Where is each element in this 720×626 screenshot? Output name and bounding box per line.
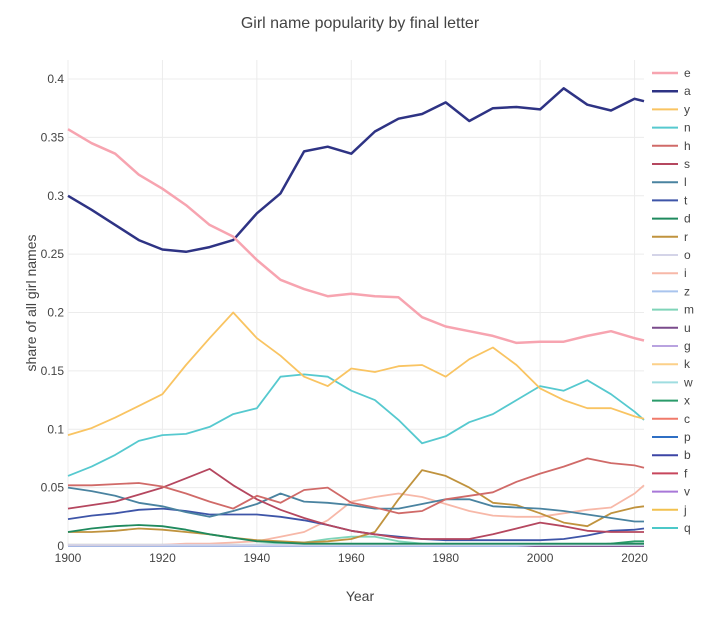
y-tick-label: 0 xyxy=(57,539,64,553)
y-tick-label: 0.15 xyxy=(41,364,65,378)
legend-item-g[interactable]: g xyxy=(652,339,691,353)
y-tick-label: 0.2 xyxy=(47,306,64,320)
legend-item-u[interactable]: u xyxy=(652,321,691,335)
legend-label: y xyxy=(684,102,690,116)
legend-item-o[interactable]: o xyxy=(652,248,691,262)
y-tick-label: 0.05 xyxy=(41,481,65,495)
x-tick-label: 1980 xyxy=(432,551,459,565)
legend-label: k xyxy=(684,357,691,371)
legend-label: n xyxy=(684,121,691,135)
legend-label: w xyxy=(683,375,693,389)
x-axis-label: Year xyxy=(346,588,375,604)
legend-label: o xyxy=(684,248,691,262)
series-line-d[interactable] xyxy=(67,524,644,545)
chart-title: Girl name popularity by final letter xyxy=(241,15,480,32)
legend-item-d[interactable]: d xyxy=(652,212,691,226)
legend-item-t[interactable]: t xyxy=(652,193,688,207)
y-axis-ticks: 0 0.05 0.1 0.15 0.2 0.25 0.3 0.35 0.4 xyxy=(41,72,65,553)
series-line-n[interactable] xyxy=(67,373,645,477)
legend-label: j xyxy=(683,503,687,517)
x-tick-label: 2000 xyxy=(527,551,554,565)
legend-label: h xyxy=(684,139,691,153)
legend-item-i[interactable]: i xyxy=(652,266,687,280)
series-line-r[interactable] xyxy=(68,469,645,544)
legend-label: g xyxy=(684,339,691,353)
x-tick-label: 1920 xyxy=(149,551,176,565)
y-tick-label: 0.35 xyxy=(41,130,65,144)
series-lines xyxy=(67,87,645,547)
series-line-e[interactable] xyxy=(67,128,645,345)
legend-label: a xyxy=(684,84,691,98)
legend-label: b xyxy=(684,448,691,462)
legend-label: d xyxy=(684,212,691,226)
legend-label: u xyxy=(684,321,691,335)
legend-item-r[interactable]: r xyxy=(652,230,688,244)
legend-item-x[interactable]: x xyxy=(652,394,690,408)
legend-label: q xyxy=(684,521,691,535)
x-tick-label: 1960 xyxy=(338,551,365,565)
x-tick-label: 1900 xyxy=(55,551,82,565)
series-line-h[interactable] xyxy=(68,457,645,515)
legend-item-a[interactable]: a xyxy=(652,84,691,98)
legend-item-n[interactable]: n xyxy=(652,121,691,135)
legend-item-q[interactable]: q xyxy=(652,521,691,535)
legend-label: r xyxy=(684,230,688,244)
x-tick-label: 1940 xyxy=(244,551,271,565)
legend-item-l[interactable]: l xyxy=(652,175,687,189)
y-tick-label: 0.4 xyxy=(47,72,64,86)
legend-label: x xyxy=(684,394,690,408)
series-line-s[interactable] xyxy=(67,467,644,540)
legend-item-f[interactable]: f xyxy=(652,466,688,480)
gridlines xyxy=(67,60,644,547)
legend-label: m xyxy=(684,303,694,317)
legend-item-h[interactable]: h xyxy=(652,139,691,153)
legend-item-e[interactable]: e xyxy=(652,66,691,80)
legend-item-z[interactable]: z xyxy=(652,284,690,298)
series-line-a[interactable] xyxy=(67,87,645,254)
legend-item-m[interactable]: m xyxy=(652,303,694,317)
legend-item-p[interactable]: p xyxy=(652,430,691,444)
series-line-l[interactable] xyxy=(67,486,644,523)
legend-item-s[interactable]: s xyxy=(652,157,690,171)
x-axis-ticks: 1900 1920 1940 1960 1980 2000 2020 xyxy=(55,551,649,565)
legend-item-j[interactable]: j xyxy=(652,503,687,517)
legend-item-v[interactable]: v xyxy=(652,485,690,499)
legend-label: v xyxy=(684,485,690,499)
legend-label: z xyxy=(684,284,690,298)
legend-label: f xyxy=(684,466,688,480)
legend-item-y[interactable]: y xyxy=(652,102,690,116)
y-tick-label: 0.25 xyxy=(41,247,65,261)
legend-item-w[interactable]: w xyxy=(652,375,693,389)
legend-item-b[interactable]: b xyxy=(652,448,691,462)
legend-label: e xyxy=(684,66,691,80)
legend-label: s xyxy=(684,157,690,171)
y-tick-label: 0.3 xyxy=(47,189,64,203)
y-tick-label: 0.1 xyxy=(47,422,64,436)
y-axis-label: share of all girl names xyxy=(23,235,39,372)
legend-label: t xyxy=(684,193,688,207)
legend-label: i xyxy=(684,266,687,280)
legend-label: c xyxy=(684,412,690,426)
legend-item-c[interactable]: c xyxy=(652,412,690,426)
x-tick-label: 2020 xyxy=(621,551,648,565)
series-line-y[interactable] xyxy=(67,311,645,436)
legend-item-k[interactable]: k xyxy=(652,357,691,371)
legend-label: l xyxy=(684,175,687,189)
legend-label: p xyxy=(684,430,691,444)
